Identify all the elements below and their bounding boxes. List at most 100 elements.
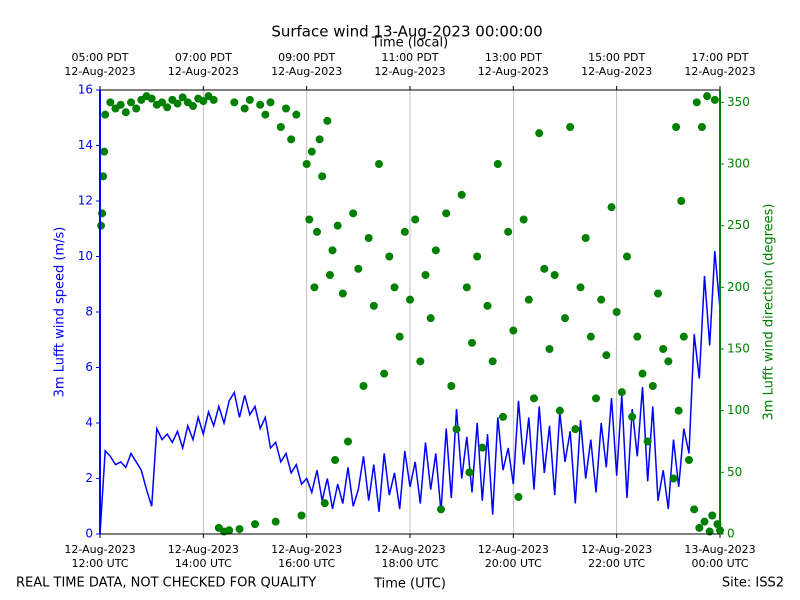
x2-tick-label: 11:00 PDT 12-Aug-2023 xyxy=(374,51,445,78)
direction-point xyxy=(576,283,585,292)
direction-point xyxy=(437,505,445,514)
y-tick-label: 8 xyxy=(85,305,93,319)
direction-point xyxy=(116,100,125,109)
x-tick-label-line: 12-Aug-2023 xyxy=(374,543,445,556)
x-tick-label-line: 00:00 UTC xyxy=(691,557,748,570)
x-tick-label-line: 16:00 UTC xyxy=(278,557,335,570)
direction-point xyxy=(690,505,699,514)
x-tick-label-line: 12-Aug-2023 xyxy=(168,543,239,556)
x2-tick-label-line: 05:00 PDT xyxy=(71,51,128,64)
direction-point xyxy=(462,283,471,292)
x-tick-label-line: 12-Aug-2023 xyxy=(64,543,135,556)
x2-tick-label-line: 12-Aug-2023 xyxy=(374,65,445,78)
y2-tick-label: 200 xyxy=(727,280,750,294)
direction-point xyxy=(612,308,621,316)
direction-point xyxy=(566,123,575,131)
direction-point xyxy=(333,221,342,230)
y2-axis-label: 3m Lufft wind direction (degrees) xyxy=(762,204,777,421)
direction-point xyxy=(597,295,606,304)
direction-point xyxy=(679,332,688,341)
direction-point xyxy=(292,110,301,119)
direction-point xyxy=(375,160,383,168)
y-tick-label: 6 xyxy=(85,360,93,374)
direction-point xyxy=(344,437,352,446)
chart-title: Surface wind 13-Aug-2023 00:00:00 xyxy=(271,23,542,41)
direction-point xyxy=(305,215,314,224)
direction-point xyxy=(400,227,409,236)
x-tick-label: 12-Aug-2023 12:00 UTC xyxy=(64,543,135,570)
speed-line xyxy=(99,250,721,535)
x-tick-label-line: 18:00 UTC xyxy=(381,557,438,570)
direction-point xyxy=(100,147,109,156)
direction-point xyxy=(457,190,466,199)
direction-point xyxy=(132,104,141,113)
x2-tick-label-line: 12-Aug-2023 xyxy=(581,65,652,78)
direction-point xyxy=(669,474,678,483)
x-tick-label-line: 20:00 UTC xyxy=(485,557,542,570)
footer-note: REAL TIME DATA, NOT CHECKED FOR QUALITY xyxy=(16,576,316,591)
direction-point xyxy=(271,517,280,526)
x2-tick-label-line: 12-Aug-2023 xyxy=(168,65,239,78)
y-tick-label: 12 xyxy=(78,194,93,208)
direction-point xyxy=(199,97,208,106)
direction-point xyxy=(509,326,518,335)
x2-tick-label-line: 12-Aug-2023 xyxy=(684,65,755,78)
x-tick-label: 13-Aug-2023 00:00 UTC xyxy=(684,543,755,570)
direction-point xyxy=(385,252,394,261)
direction-point xyxy=(447,382,456,390)
direction-point xyxy=(230,98,239,107)
direction-point xyxy=(163,103,172,112)
direction-point xyxy=(147,94,156,103)
direction-point xyxy=(338,289,347,298)
direction-point xyxy=(685,456,693,464)
x-tick-label-line: 12:00 UTC xyxy=(71,557,128,570)
y-tick-label: 0 xyxy=(85,527,93,541)
y2-tick-label: 300 xyxy=(727,157,750,171)
x2-tick-label-line: 15:00 PDT xyxy=(588,51,645,64)
direction-point xyxy=(209,95,218,104)
x2-tick-label-line: 07:00 PDT xyxy=(175,51,232,64)
direction-point xyxy=(442,209,451,218)
direction-point xyxy=(189,102,197,111)
y-axis-label: 3m Lufft wind speed (m/s) xyxy=(53,227,68,398)
x2-tick-label-line: 12-Aug-2023 xyxy=(478,65,549,78)
direction-point xyxy=(504,227,513,236)
x2-tick-label-line: 11:00 PDT xyxy=(381,51,438,64)
x2-tick-label: 05:00 PDT 12-Aug-2023 xyxy=(64,51,135,78)
x-tick-label: 12-Aug-2023 20:00 UTC xyxy=(478,543,549,570)
x2-tick-label: 13:00 PDT 12-Aug-2023 xyxy=(478,51,549,78)
direction-point xyxy=(261,110,270,119)
x2-tick-label: 17:00 PDT 12-Aug-2023 xyxy=(684,51,755,78)
direction-point xyxy=(592,394,600,403)
x-tick-label: 12-Aug-2023 14:00 UTC xyxy=(168,543,239,570)
direction-point xyxy=(390,283,399,292)
direction-point xyxy=(638,369,647,378)
y2-tick-label: 100 xyxy=(727,403,750,417)
direction-point xyxy=(245,95,254,104)
direction-point xyxy=(240,104,249,113)
direction-point xyxy=(643,437,652,446)
x-tick-label: 12-Aug-2023 16:00 UTC xyxy=(271,543,342,570)
direction-point xyxy=(331,456,340,464)
y-tick-label: 10 xyxy=(78,249,93,263)
x2-tick-label-line: 12-Aug-2023 xyxy=(64,65,135,78)
direction-point xyxy=(354,264,363,273)
x2-tick-label: 15:00 PDT 12-Aug-2023 xyxy=(581,51,652,78)
direction-point xyxy=(416,357,425,366)
direction-point xyxy=(395,332,404,341)
direction-point xyxy=(307,147,316,156)
x-tick-label-line: 12-Aug-2023 xyxy=(478,543,549,556)
direction-point xyxy=(369,301,378,310)
direction-point xyxy=(677,197,686,205)
direction-point xyxy=(659,345,668,353)
x-tick-label: 12-Aug-2023 18:00 UTC xyxy=(374,543,445,570)
x2-tick-label-line: 17:00 PDT xyxy=(691,51,748,64)
direction-point xyxy=(106,98,115,107)
x-tick-label-line: 12-Aug-2023 xyxy=(581,543,652,556)
y-tick-label: 2 xyxy=(85,471,93,485)
direction-point xyxy=(318,172,327,181)
direction-point xyxy=(602,351,611,360)
x-tick-label: 12-Aug-2023 22:00 UTC xyxy=(581,543,652,570)
direction-point xyxy=(310,283,319,292)
